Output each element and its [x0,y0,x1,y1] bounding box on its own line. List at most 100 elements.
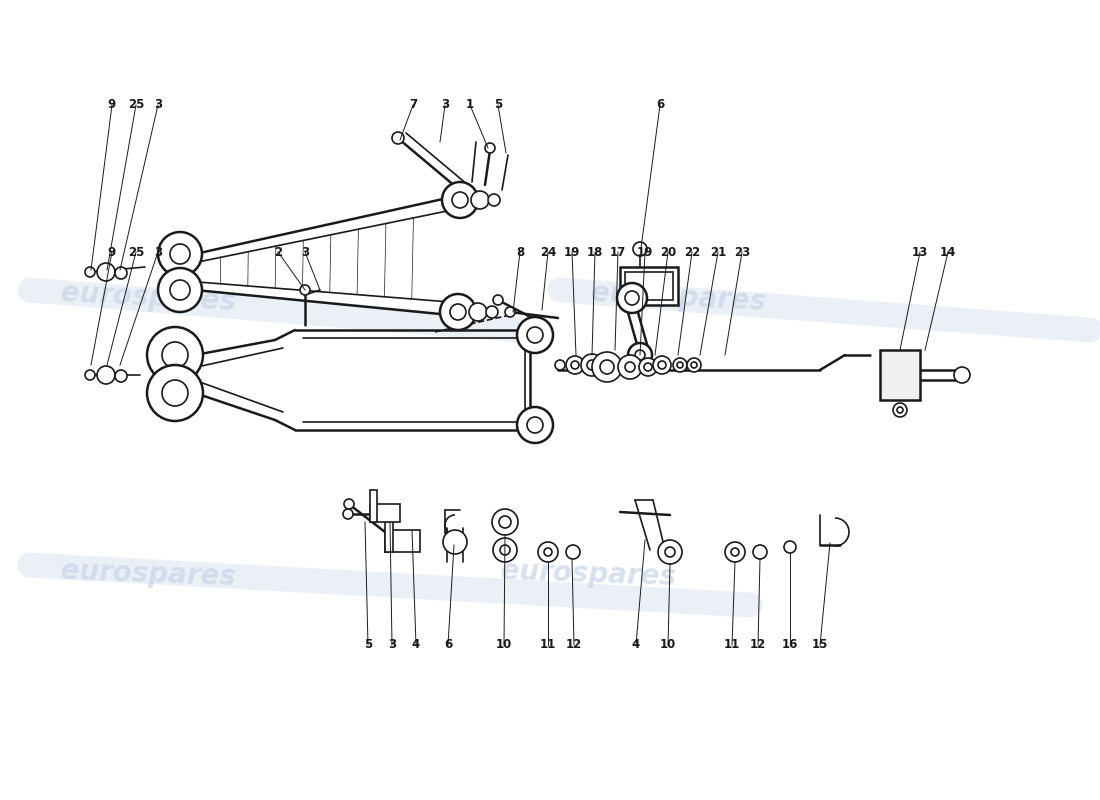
Circle shape [754,545,767,559]
Circle shape [452,192,468,208]
Circle shape [97,366,116,384]
Circle shape [644,363,652,371]
Text: 4: 4 [631,638,640,651]
Bar [370,490,377,522]
Text: 12: 12 [565,638,582,651]
Circle shape [954,367,970,383]
Circle shape [635,350,645,360]
Circle shape [566,545,580,559]
Circle shape [587,360,597,370]
Circle shape [592,352,622,382]
Circle shape [500,545,510,555]
Text: 9: 9 [108,246,117,258]
Text: 5: 5 [364,638,372,651]
Text: 21: 21 [710,246,726,258]
Circle shape [688,358,701,372]
Circle shape [673,358,688,372]
Circle shape [116,267,127,279]
Circle shape [571,361,579,369]
Circle shape [628,343,652,367]
Circle shape [527,417,543,433]
Circle shape [639,358,657,376]
Circle shape [170,280,190,300]
Circle shape [527,327,543,343]
Circle shape [625,362,635,372]
Text: 3: 3 [301,246,309,258]
Circle shape [691,362,697,368]
Text: 20: 20 [660,246,676,258]
Circle shape [344,499,354,509]
Bar [625,272,673,300]
Circle shape [170,244,190,264]
Circle shape [442,182,478,218]
Circle shape [632,242,647,256]
Circle shape [162,380,188,406]
Circle shape [556,360,565,370]
Text: 11: 11 [540,638,557,651]
Circle shape [440,294,476,330]
Circle shape [653,356,671,374]
Text: eurospares: eurospares [590,279,767,316]
Text: 17: 17 [609,246,626,258]
Circle shape [392,132,404,144]
Text: 13: 13 [912,246,928,258]
Circle shape [343,509,353,519]
Circle shape [581,354,603,376]
Circle shape [493,538,517,562]
Text: 25: 25 [128,246,144,258]
Circle shape [896,407,903,413]
Circle shape [471,191,490,209]
Text: 19: 19 [637,246,653,258]
Circle shape [85,370,95,380]
Text: 2: 2 [274,246,282,258]
Circle shape [505,307,515,317]
Circle shape [147,365,204,421]
Circle shape [300,285,310,295]
Circle shape [658,361,666,369]
Circle shape [486,306,498,318]
Circle shape [566,356,584,374]
Bar [880,350,920,400]
Circle shape [97,263,116,281]
Text: 3: 3 [154,98,162,111]
Text: 9: 9 [108,98,117,111]
Text: 10: 10 [496,638,513,651]
Circle shape [618,355,642,379]
Circle shape [493,295,503,305]
Text: eurospares: eurospares [500,557,676,591]
Circle shape [443,530,468,554]
Circle shape [725,542,745,562]
Circle shape [544,548,552,556]
Text: 3: 3 [154,246,162,258]
Circle shape [538,542,558,562]
Bar [620,267,678,305]
Circle shape [499,516,512,528]
Circle shape [676,362,683,368]
Circle shape [784,541,796,553]
Circle shape [492,509,518,535]
Text: eurospares: eurospares [60,557,236,591]
Circle shape [85,267,95,277]
Circle shape [732,548,739,556]
Text: 3: 3 [441,98,449,111]
Circle shape [517,407,553,443]
Text: 23: 23 [734,246,750,258]
Text: 16: 16 [782,638,799,651]
Text: 1: 1 [466,98,474,111]
Circle shape [158,232,202,276]
Circle shape [517,317,553,353]
Circle shape [625,291,639,305]
Text: 6: 6 [656,98,664,111]
Text: 14: 14 [939,246,956,258]
Text: 15: 15 [812,638,828,651]
Text: 25: 25 [128,98,144,111]
Circle shape [162,342,188,368]
Circle shape [666,547,675,557]
Text: eurospares: eurospares [60,279,236,316]
Circle shape [147,327,204,383]
Text: 12: 12 [750,638,766,651]
Circle shape [116,370,127,382]
Text: 18: 18 [586,246,603,258]
Bar [385,530,420,552]
Circle shape [658,540,682,564]
